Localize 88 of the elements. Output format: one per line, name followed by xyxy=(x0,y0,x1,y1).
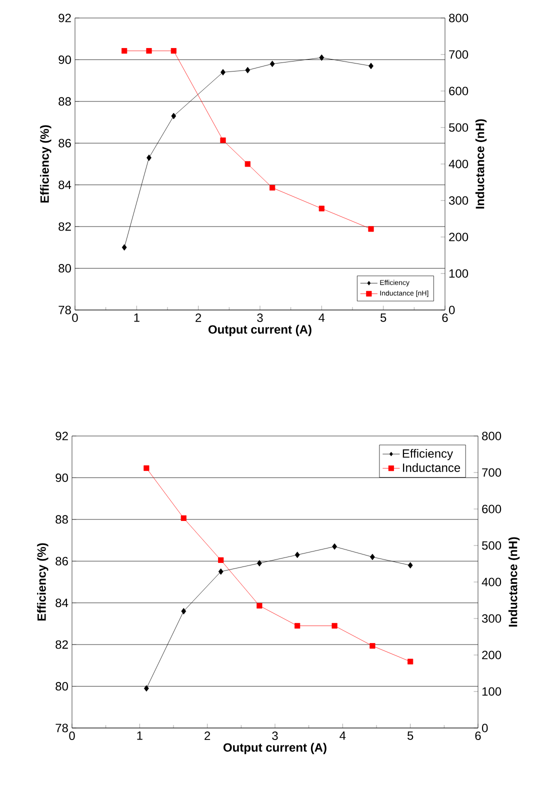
y2-tick-label: 600 xyxy=(449,86,468,96)
point xyxy=(220,69,226,76)
point xyxy=(180,515,186,521)
point xyxy=(368,62,374,70)
legend-label: Inductance xyxy=(403,463,460,472)
y-tick-label: 78 xyxy=(56,724,68,732)
y2-tick-label: 0 xyxy=(482,724,488,732)
x-tick-label: 4 xyxy=(340,732,346,740)
point xyxy=(245,66,250,74)
point xyxy=(370,554,375,560)
y-tick-label: 88 xyxy=(56,515,68,524)
y-tick-label: 90 xyxy=(56,473,68,482)
point xyxy=(144,685,149,692)
y2-tick-label: 400 xyxy=(482,578,502,586)
x-tick-label: 1 xyxy=(134,314,140,322)
point xyxy=(408,658,414,664)
x-tick-label: 6 xyxy=(475,732,481,740)
point xyxy=(256,560,262,566)
point xyxy=(144,465,150,471)
y2-tick-label: 300 xyxy=(482,614,502,623)
y2-tick-label: 400 xyxy=(448,160,468,168)
point xyxy=(368,226,374,232)
y-tick-label: 86 xyxy=(56,556,68,566)
y-tick-label: 90 xyxy=(58,55,71,64)
point xyxy=(319,54,324,61)
y2-tick-label: 200 xyxy=(449,232,468,242)
point xyxy=(146,48,152,54)
point xyxy=(146,154,152,161)
y2-tick-label: 100 xyxy=(449,269,468,278)
y2-tick-label: 0 xyxy=(448,306,455,314)
x-tick-label: 5 xyxy=(407,732,414,740)
y-tick-label: 92 xyxy=(58,14,71,22)
y-tick-label: 80 xyxy=(58,264,71,273)
x-axis-title: Output current (A) xyxy=(208,324,312,336)
point xyxy=(171,112,176,120)
y-axis-title: Efficiency (%) xyxy=(37,543,48,621)
point xyxy=(244,161,250,167)
x-tick-label: 5 xyxy=(380,314,386,322)
y2-tick-label: 700 xyxy=(449,50,468,59)
y-tick-label: 82 xyxy=(58,222,71,231)
x-tick-label: 0 xyxy=(69,732,75,740)
point xyxy=(332,623,338,629)
x-tick-label: 6 xyxy=(442,314,448,322)
y2-tick-label: 100 xyxy=(482,687,502,696)
point xyxy=(294,552,300,558)
y2-tick-label: 700 xyxy=(482,468,502,477)
y-tick-label: 84 xyxy=(58,180,72,190)
point xyxy=(294,623,300,629)
point xyxy=(256,602,262,609)
x-tick-label: 1 xyxy=(137,732,142,740)
y2-tick-label: 200 xyxy=(482,650,502,660)
point xyxy=(270,184,276,191)
y-axis-title: Efficiency (%) xyxy=(40,125,52,203)
x-tick-label: 4 xyxy=(318,314,325,322)
y-tick-label: 84 xyxy=(56,598,68,608)
point xyxy=(122,244,127,251)
y-tick-label: 88 xyxy=(58,97,71,106)
x-tick-label: 3 xyxy=(257,314,263,322)
point xyxy=(270,60,275,68)
x-tick-label: 2 xyxy=(196,314,202,322)
legend-label: Efficiency xyxy=(402,448,454,460)
point xyxy=(318,206,324,212)
y-tick-label: 82 xyxy=(56,640,68,649)
x-tick-label: 2 xyxy=(204,732,210,740)
y2-tick-label: 800 xyxy=(482,432,502,440)
x-tick-label: 0 xyxy=(72,314,78,322)
y2-tick-label: 800 xyxy=(449,14,468,22)
point xyxy=(218,557,224,563)
x-axis-title: Output current (A) xyxy=(223,742,326,754)
y-tick-label: 86 xyxy=(58,138,71,148)
y2-tick-label: 600 xyxy=(482,504,502,514)
point xyxy=(370,643,376,649)
x-tick-label: 3 xyxy=(272,732,278,740)
y-tick-label: 80 xyxy=(56,682,68,691)
y2-axis-title: Inductance (nH) xyxy=(508,537,520,627)
y-tick-label: 92 xyxy=(56,432,68,440)
point xyxy=(181,608,186,614)
y2-tick-label: 500 xyxy=(482,541,502,550)
y2-axis-title: Inductance (nH) xyxy=(475,119,487,209)
point xyxy=(332,543,337,550)
point xyxy=(122,48,128,54)
point xyxy=(170,48,176,54)
point xyxy=(220,137,226,144)
point xyxy=(218,568,224,575)
y2-tick-label: 300 xyxy=(448,196,468,205)
y2-tick-label: 500 xyxy=(449,123,468,132)
y-tick-label: 78 xyxy=(58,306,71,314)
point xyxy=(408,562,413,569)
